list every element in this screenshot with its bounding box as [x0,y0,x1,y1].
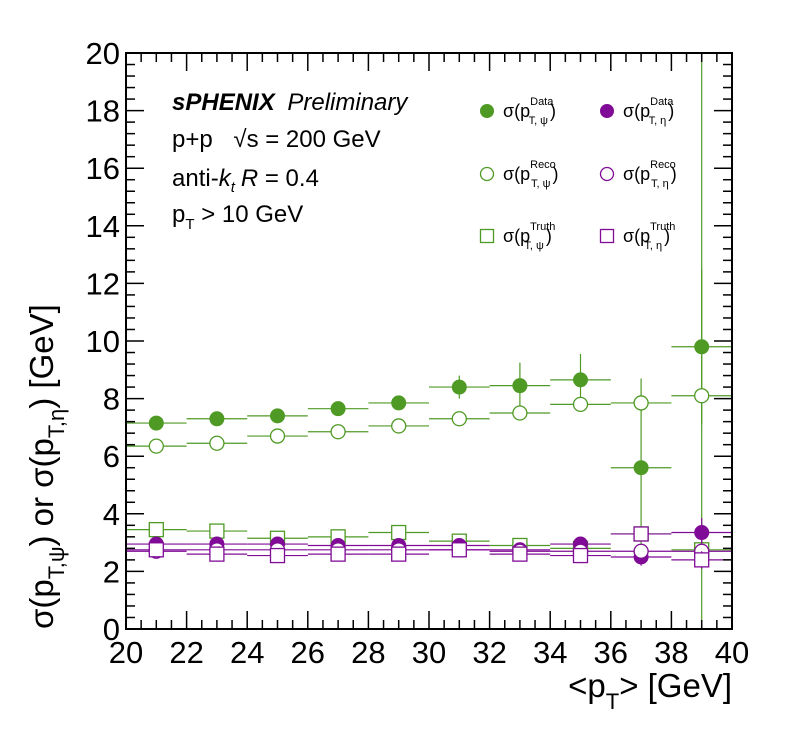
y-tick-labels: 0 2 4 6 8 10 12 14 16 18 20 [86,36,120,647]
y-tick-label: 20 [86,36,120,71]
data-point [148,542,164,558]
x-axis-title: <pT> [GeV] [568,667,732,714]
y-tick-label: 14 [86,209,120,244]
y-tick-label: 0 [103,612,120,647]
collision-system-label: p+p √s = 200 GeV [172,126,381,153]
series-psi_reco [126,53,732,629]
jet-algorithm-label: anti-kt R = 0.4 [172,165,319,196]
legend-label: σ(pData T, η) [623,96,674,127]
x-tick-label: 32 [472,635,506,670]
legend-label: σ(pTruth T, η) [623,221,675,252]
data-point [391,546,407,562]
data-point [209,546,225,562]
x-tick-label: 30 [412,635,446,670]
legend-entry-psi_truth: σ(pTruth T, ψ) [479,221,555,252]
x-tick-label: 20 [109,635,143,670]
data-point [512,546,528,562]
data-point [694,525,710,541]
x-tick-label: 38 [654,635,688,670]
x-tick-labels: 20 22 24 26 28 30 32 34 36 38 40 [109,635,749,670]
y-tick-label: 6 [103,439,120,474]
data-point [451,542,467,558]
data-point [269,547,286,564]
legend-label: σ(pReco T, η) [623,159,677,190]
legend: σ(pData T, ψ) σ(pData T, η) σ(pReco T, ψ) σ(pR… [479,96,677,252]
data-point [269,428,286,444]
legend-marker [599,166,615,182]
data-point [209,435,225,451]
legend-label: σ(pTruth T, ψ) [503,221,555,252]
legend-entry-psi_data: σ(pData T, ψ) [480,96,556,127]
data-point [633,395,649,411]
data-point [633,543,649,559]
data-point [451,379,467,395]
legend-entry-eta_data: σ(pData T, η) [600,96,674,127]
y-tick-label: 8 [103,382,120,417]
data-point [330,401,346,417]
y-tick-label: 10 [86,324,120,359]
x-tick-label: 26 [291,635,325,670]
legend-label: σ(pData T, ψ) [503,96,556,127]
data-point [209,411,225,427]
data-point [573,372,588,388]
legend-marker [599,228,615,244]
data-point [209,523,225,539]
data-point [391,395,407,411]
data-point [572,396,589,413]
legend-marker [600,104,614,118]
x-tick-label: 40 [715,635,749,670]
y-tick-label: 4 [103,497,120,532]
data-point [633,526,649,542]
data-point [572,547,589,564]
data-point [512,405,528,421]
data-point [694,388,710,404]
x-tick-label: 28 [351,635,385,670]
legend-entry-eta_truth: σ(pTruth T, η) [599,221,675,252]
data-marks [126,53,732,629]
legend-marker [479,228,495,244]
legend-marker [479,166,495,182]
data-point [330,424,346,440]
series-eta_truth [126,526,732,569]
data-point [330,546,346,562]
legend-marker [480,104,494,118]
y-tick-label: 12 [86,266,120,301]
data-point [148,415,164,431]
data-point [270,408,285,424]
data-point [451,411,467,427]
data-point [633,460,649,476]
annotation-block: sPHENIX Preliminary p+p √s = 200 GeV ant… [172,89,409,233]
legend-entry-eta_reco: σ(pReco T, η) [599,159,677,190]
series-psi_data [126,269,732,557]
y-tick-label: 2 [103,554,120,589]
legend-entry-psi_reco: σ(pReco T, ψ) [479,159,558,190]
y-axis-title: σ(pT,ψ) or σ(pT,η) [GeV] [23,304,69,629]
x-tick-label: 36 [594,635,628,670]
y-tick-label: 18 [86,94,120,129]
x-tick-label: 34 [533,635,567,670]
data-point [148,521,164,538]
data-point [148,438,164,454]
y-tick-label: 16 [86,151,120,186]
experiment-label: sPHENIX Preliminary [172,89,409,116]
data-point [694,552,710,568]
data-point [391,418,407,434]
x-tick-label: 24 [230,635,264,670]
data-point [512,378,528,394]
x-tick-label: 22 [169,635,203,670]
legend-label: σ(pReco T, ψ) [503,159,558,190]
pt-cut-label: pT > 10 GeV [172,201,303,233]
data-point [391,524,407,541]
axis-ticks [125,52,733,630]
